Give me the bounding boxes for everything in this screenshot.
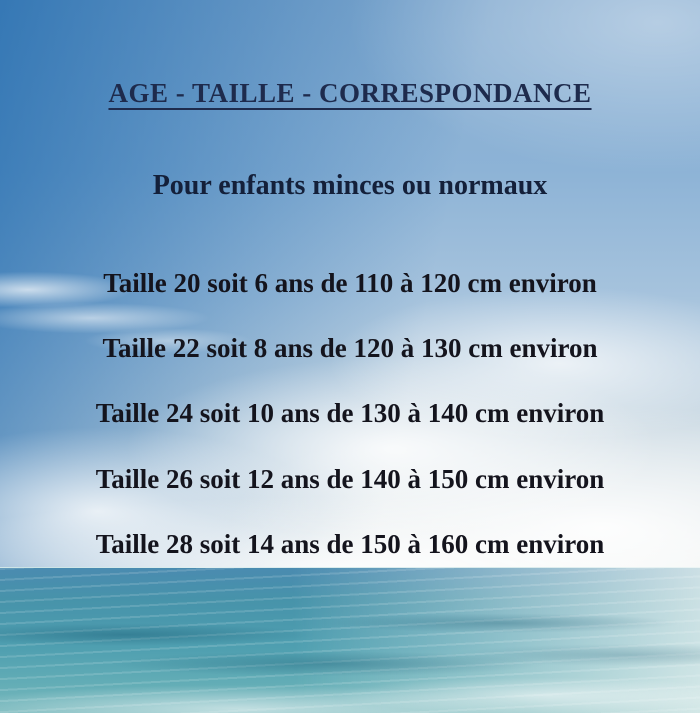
size-line-taille-20: Taille 20 soit 6 ans de 110 à 120 cm env… bbox=[103, 268, 597, 298]
ocean-background bbox=[0, 567, 700, 713]
size-line-taille-24: Taille 24 soit 10 ans de 130 à 140 cm en… bbox=[95, 398, 605, 428]
size-line-taille-22: Taille 22 soit 8 ans de 120 à 130 cm env… bbox=[102, 333, 598, 363]
page-title: AGE - TAILLE - CORRESPONDANCE bbox=[108, 78, 592, 108]
subtitle: Pour enfants minces ou normaux bbox=[152, 170, 548, 201]
sky-background bbox=[0, 0, 700, 568]
size-line-taille-26: Taille 26 soit 12 ans de 140 à 150 cm en… bbox=[95, 464, 605, 494]
size-line-taille-28: Taille 28 soit 14 ans de 150 à 160 cm en… bbox=[95, 529, 605, 559]
